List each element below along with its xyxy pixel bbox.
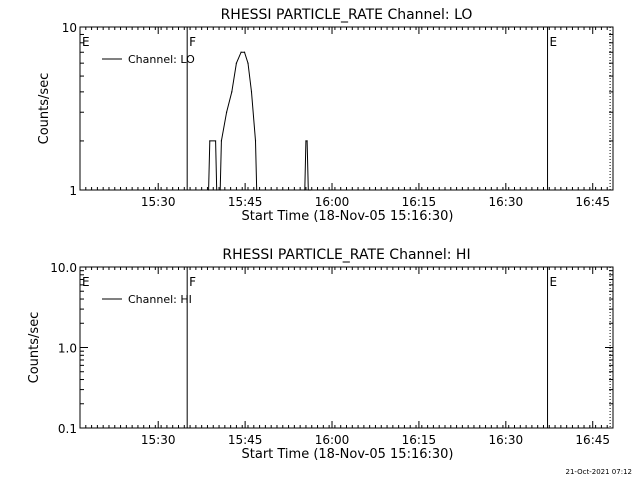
legend-label: Channel: HI [128,293,192,306]
x-axis-label: Start Time (18-Nov-05 15:16:30) [242,447,454,462]
data-point [256,189,258,191]
chart-title: RHESSI PARTICLE_RATE Channel: LO [221,7,473,23]
chart-panel-1: RHESSI PARTICLE_RATE Channel: LO 15:30 15:… [37,7,614,224]
data-point [243,51,246,53]
data-point [214,140,217,142]
y-tick-label: 1 [69,184,77,198]
event-marker-label: E [550,275,558,289]
event-marker-label: E [82,275,90,289]
x-tick-label: 15:30 [141,195,176,209]
series-line-1 [208,51,311,191]
x-tick-label: 16:45 [575,433,610,447]
data-point [304,189,306,191]
y-tick-label: 0.1 [58,422,77,436]
event-marker-label: E [550,35,558,49]
data-point [250,91,253,93]
data-point [247,62,249,64]
footer-timestamp: 21-Oct-2021 07:12 [566,468,632,476]
y-tick-label: 1.0 [58,342,77,356]
x-axis-label: Start Time (18-Nov-05 15:16:30) [242,209,454,224]
y-axis-label: Counts/sec [27,312,42,384]
y-tick-label: 10.0 [50,261,77,275]
data-point [308,189,311,191]
plot-frame [79,26,614,191]
x-tick-label: 16:45 [575,195,610,209]
data-point [305,140,307,142]
event-marker-label: F [189,275,196,289]
x-tick-label: 16:30 [489,433,524,447]
data-point [306,140,308,142]
x-tick-label: 15:45 [228,195,263,209]
chart-panel-2: RHESSI PARTICLE_RATE Channel: HI 15:30 15:… [27,247,614,462]
data-point [209,140,211,142]
data-point [235,62,238,64]
x-tick-label: 16:00 [315,433,350,447]
data-point [231,91,233,93]
event-marker-label: F [189,35,196,49]
x-tick-label: 16:15 [402,433,437,447]
x-tick-label: 15:45 [228,433,263,447]
data-point [254,140,257,142]
x-tick-label: 16:15 [402,195,437,209]
data-point [219,189,221,191]
data-point [309,189,312,191]
plot-frame [79,266,614,429]
data-point [225,111,228,113]
legend-label: Channel: LO [128,53,195,66]
x-tick-label: 15:30 [141,433,176,447]
data-point [220,140,222,142]
data-point [208,189,210,191]
x-tick-label: 16:30 [489,195,524,209]
y-axis-label: Counts/sec [37,73,52,145]
data-point [240,51,242,53]
chart-title: RHESSI PARTICLE_RATE Channel: HI [222,247,470,263]
x-tick-label: 16:00 [315,195,350,209]
data-point [307,189,309,191]
y-tick-label: 10 [62,21,77,35]
event-marker-label: E [82,35,90,49]
data-point [216,189,218,191]
